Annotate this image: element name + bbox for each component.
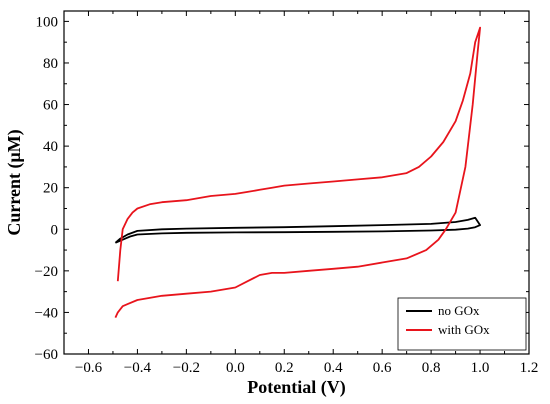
y-tick-label: −60: [35, 347, 58, 363]
y-tick-label: 20: [43, 181, 58, 197]
x-tick-label: 0.4: [324, 360, 343, 376]
x-tick-label: −0.6: [75, 360, 103, 376]
series-layer: [114, 26, 482, 318]
y-axis-title: Current (μM): [4, 129, 25, 235]
series-line-with-gox: [114, 26, 482, 318]
plot-area-frame: [63, 10, 530, 355]
y-tick-label: 0: [51, 222, 59, 238]
x-axis-title: Potential (V): [247, 377, 345, 398]
ticks-layer: −0.6 −0.4 −0.2 0.0 0.2 0.4 0.6 0.8 1.0 1.2 −60 −40 −…: [35, 11, 539, 376]
y-tick-label: 60: [43, 98, 58, 114]
y-tick-label: 80: [43, 56, 58, 72]
y-tick-label: −20: [35, 264, 58, 280]
legend-label-no-gox: no GOx: [438, 303, 480, 318]
legend-label-with-gox: with GOx: [438, 322, 490, 337]
y-tick-label: 100: [36, 14, 59, 30]
x-tick-label: 1.2: [520, 360, 539, 376]
y-tick-label: 40: [43, 139, 58, 155]
x-tick-label: 0.0: [226, 360, 245, 376]
y-tick-label: −40: [35, 305, 58, 321]
legend: no GOx with GOx: [397, 297, 527, 351]
series-line-no-gox: [114, 216, 482, 244]
x-tick-label: 0.8: [422, 360, 441, 376]
x-tick-label: 1.0: [471, 360, 490, 376]
x-tick-label: 0.2: [275, 360, 294, 376]
x-tick-label: 0.6: [373, 360, 392, 376]
legend-box: [397, 297, 527, 351]
x-tick-label: −0.2: [173, 360, 200, 376]
x-tick-label: −0.4: [124, 360, 152, 376]
